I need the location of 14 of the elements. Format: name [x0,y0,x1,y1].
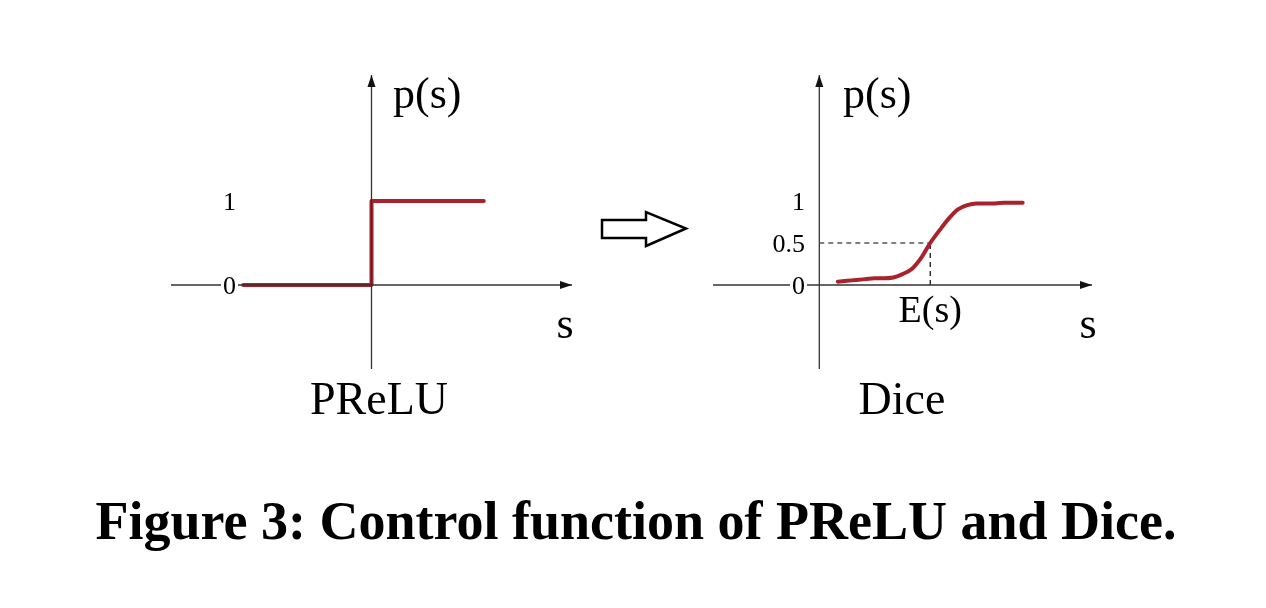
caption: Figure 3: Control function of PReLU and Dice. [95,491,1177,551]
y-axis-title: p(s) [843,69,912,118]
y-axis-title: p(s) [393,69,462,118]
y-tick-label: 0.5 [772,228,805,258]
line-series [835,200,1025,284]
text: PReLU [310,373,448,424]
x-tick-label: E(s) [898,288,962,331]
x-axis-title: s [556,299,574,348]
text: Dice [858,373,946,424]
y-tick-label: 0 [792,270,805,300]
y-tick-label: 1 [223,186,236,216]
y-tick-label: 1 [792,186,805,216]
x-axis-title: s [1079,299,1097,348]
y-tick-label: 0 [223,270,236,300]
